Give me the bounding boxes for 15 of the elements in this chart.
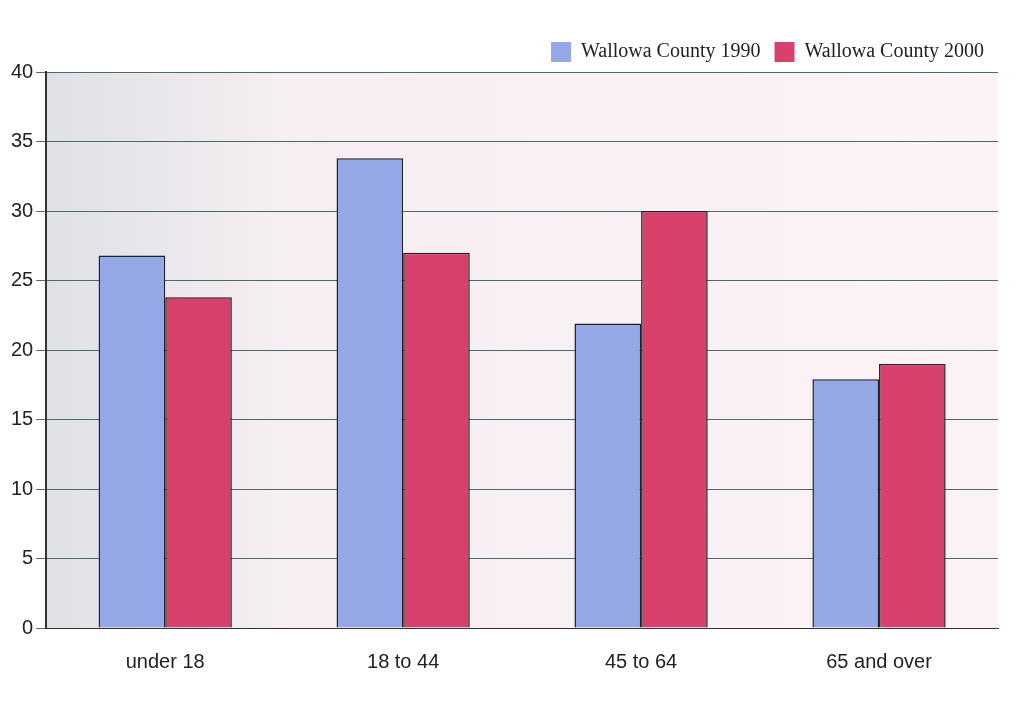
- y-tick-label: 25: [11, 268, 34, 291]
- x-tick-label: 45 to 64: [604, 649, 678, 672]
- y-tick-label: 40: [11, 59, 34, 82]
- y-tick-label: 35: [11, 129, 34, 152]
- x-tick-label: under 18: [125, 649, 205, 672]
- y-tick-label: 0: [22, 615, 34, 638]
- x-tick-label: 65 and over: [826, 649, 933, 672]
- legend-label: Wallowa County 1990: [581, 39, 761, 63]
- y-tick-label: 10: [11, 476, 34, 499]
- x-tick-label: 18 to 44: [367, 649, 440, 672]
- y-tick-label: 5: [22, 546, 34, 569]
- y-tick-label: 15: [11, 407, 34, 430]
- y-tick-label: 30: [11, 198, 34, 221]
- legend-label: Wallowa County 2000: [804, 39, 984, 63]
- y-tick-label: 20: [11, 337, 34, 360]
